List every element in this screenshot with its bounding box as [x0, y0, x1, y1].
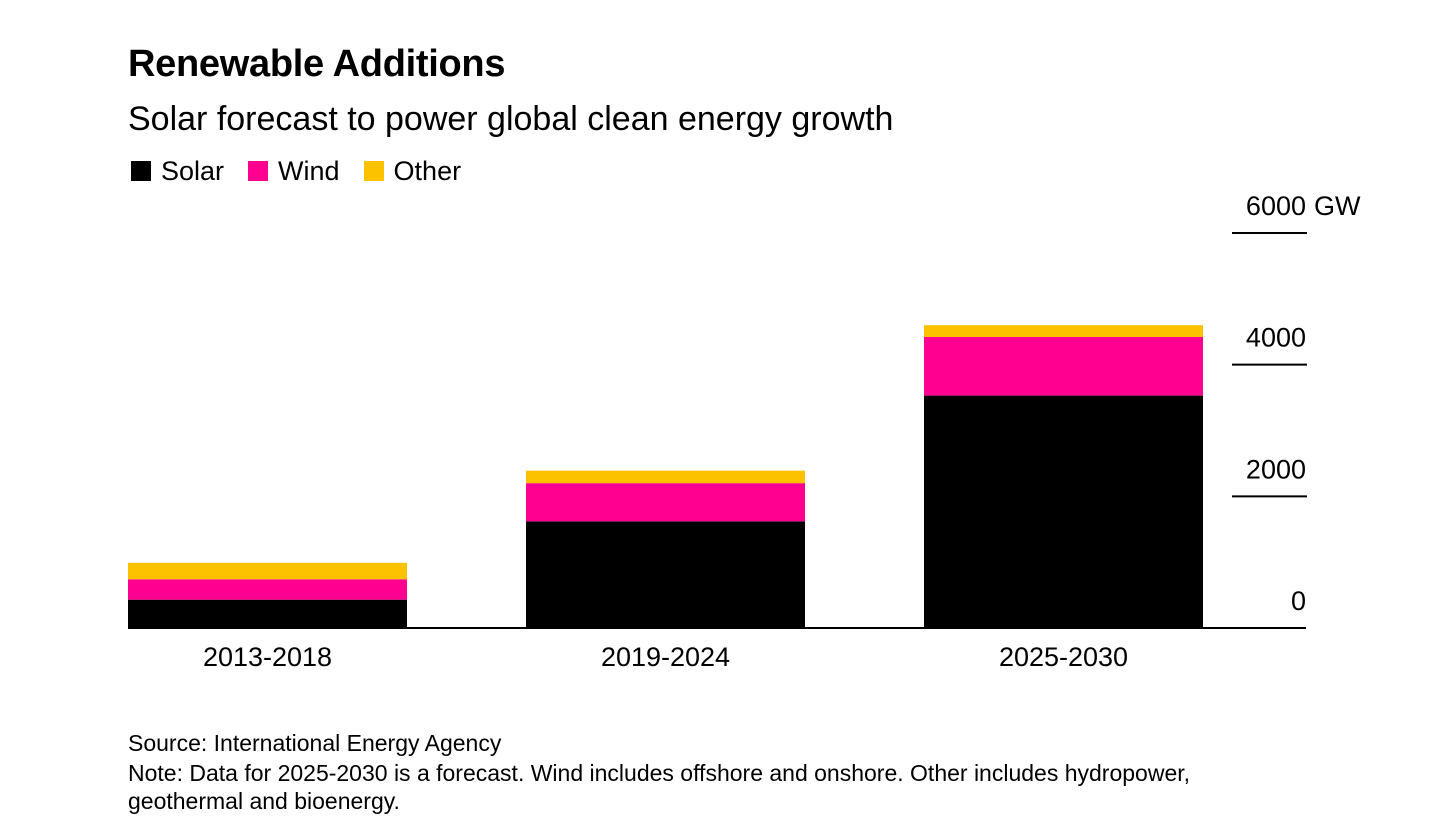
bar-segment-wind — [526, 483, 805, 522]
bar-segment-solar — [526, 521, 805, 628]
chart-subtitle: Solar forecast to power global clean ene… — [128, 100, 894, 138]
chart-legend: Solar Wind Other — [131, 154, 485, 188]
legend-swatch-wind — [248, 161, 269, 181]
x-tick-label: 2013-2018 — [203, 642, 332, 672]
bar-segment-wind — [128, 579, 407, 600]
x-tick-label: 2025-2030 — [999, 642, 1128, 672]
bar-segment-solar — [128, 599, 407, 628]
legend-label-other: Other — [393, 156, 462, 186]
legend-swatch-solar — [131, 161, 151, 181]
bar-segment-solar — [924, 395, 1203, 628]
bar-segment-other — [526, 470, 805, 484]
bar-segment-wind — [924, 337, 1203, 396]
source-text: Source: International Energy Agency — [128, 730, 502, 756]
legend-swatch-other — [363, 161, 384, 181]
y-axis-unit: GW — [1314, 191, 1361, 221]
legend-item-wind: Wind — [248, 154, 340, 188]
y-tick-label: 4000 — [1246, 323, 1306, 353]
legend-label-wind: Wind — [278, 156, 340, 186]
bar-segment-other — [128, 562, 407, 580]
y-tick-label: 6000 — [1246, 191, 1306, 221]
note-text: Note: Data for 2025-2030 is a forecast. … — [128, 760, 1191, 814]
legend-label-solar: Solar — [161, 156, 225, 186]
legend-item-solar: Solar — [131, 154, 224, 188]
x-tick-label: 2019-2024 — [601, 642, 730, 672]
legend-item-other: Other — [363, 154, 462, 188]
y-tick-label: 2000 — [1246, 454, 1306, 484]
bar-segment-other — [924, 325, 1203, 338]
y-tick-label: 0 — [1291, 586, 1306, 616]
chart-title: Renewable Additions — [128, 43, 506, 85]
